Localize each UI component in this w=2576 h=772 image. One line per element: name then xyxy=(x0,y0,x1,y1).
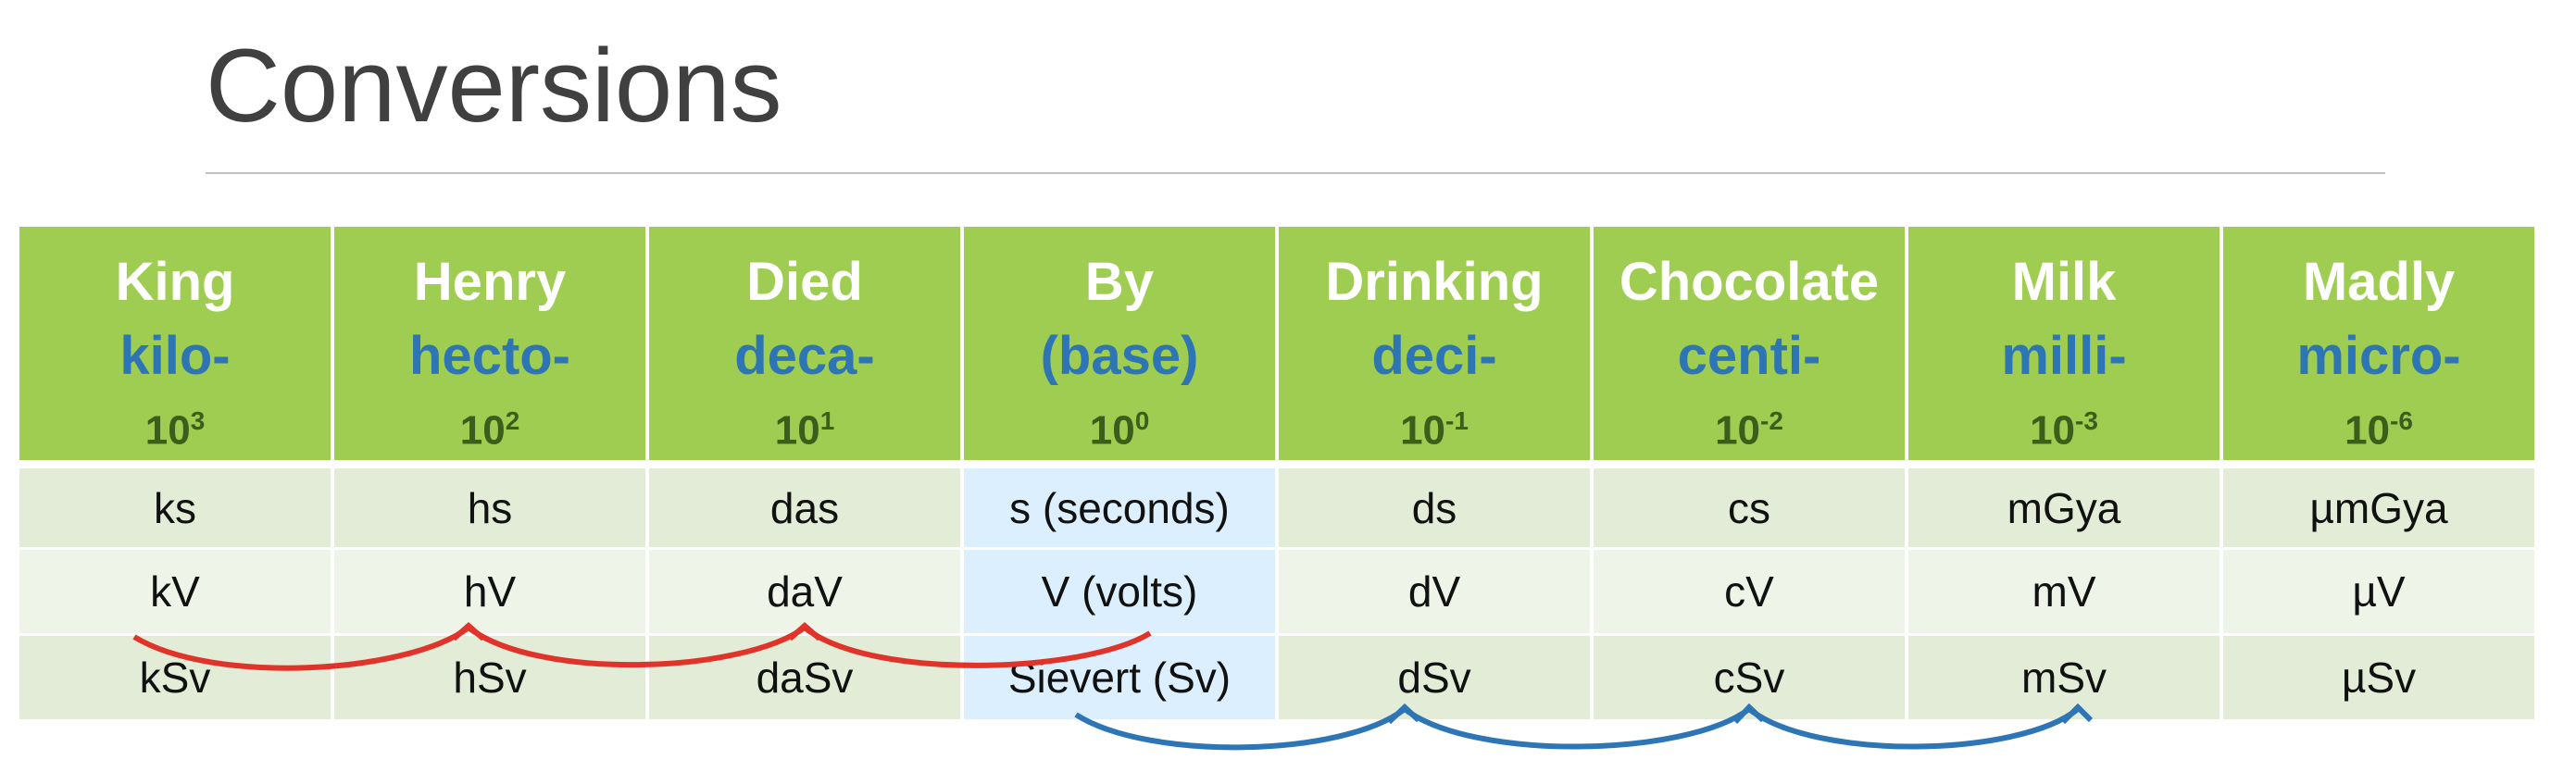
prefix: (base) xyxy=(1040,326,1199,386)
title-rule xyxy=(206,172,2385,174)
red-arrows xyxy=(132,622,1152,671)
header-cell: By (base) 100 xyxy=(964,227,1279,460)
header-cell: Died deca- 101 xyxy=(649,227,964,460)
mnemonic-word: King xyxy=(115,252,235,312)
prefix: micro- xyxy=(2296,326,2461,386)
table-cell: mV xyxy=(1908,550,2223,636)
power-exponent: -3 xyxy=(2075,406,2098,435)
power: 103 xyxy=(19,393,331,459)
table-cell: mGya xyxy=(1908,468,2223,550)
arrow xyxy=(132,625,470,671)
table-cell: cs xyxy=(1594,468,1908,550)
header-cell: Henry hecto- 102 xyxy=(334,227,649,460)
blue-arrows xyxy=(1074,703,2094,751)
power-base: 10 xyxy=(2030,407,2076,454)
power: 10-2 xyxy=(1594,393,1905,459)
prefix: kilo- xyxy=(119,326,231,386)
arrow xyxy=(1747,706,2080,750)
table-cell: cV xyxy=(1594,550,1908,636)
mnemonic-word: Drinking xyxy=(1325,252,1544,312)
table-cell: dSv xyxy=(1279,636,1594,722)
table-cell: mSv xyxy=(1908,636,2223,722)
mnemonic-word: Henry xyxy=(413,252,567,312)
mnemonic-word: Died xyxy=(746,252,863,312)
table-cell: ks xyxy=(19,468,334,550)
power-exponent: -2 xyxy=(1760,406,1783,435)
power-exponent: -1 xyxy=(1445,406,1469,435)
arrow xyxy=(1074,706,1407,751)
power-base: 10 xyxy=(1400,407,1446,454)
table-cell: daSv xyxy=(649,636,964,722)
table-cell: ds xyxy=(1279,468,1594,550)
power-exponent: 2 xyxy=(505,406,520,435)
prefix: deca- xyxy=(734,326,875,386)
power-base: 10 xyxy=(774,407,820,454)
power: 10-3 xyxy=(1908,393,2220,459)
table-cell: s (seconds) xyxy=(964,468,1279,550)
header-cell: Madly micro- 10-6 xyxy=(2223,227,2538,460)
prefix: centi- xyxy=(1677,326,1821,386)
power-exponent: 0 xyxy=(1134,406,1150,435)
table-cell: hV xyxy=(334,550,649,636)
power-base: 10 xyxy=(459,407,506,454)
power-exponent: 1 xyxy=(819,406,835,435)
power: 10-1 xyxy=(1279,393,1590,459)
table-cell: µmGya xyxy=(2223,468,2538,550)
power-base: 10 xyxy=(1715,407,1761,454)
title: Conversions xyxy=(206,28,782,143)
header-cell: King kilo- 103 xyxy=(19,227,334,460)
header-cell: Milk milli- 10-3 xyxy=(1908,227,2223,460)
table-cell: kV xyxy=(19,550,334,636)
prefix: hecto- xyxy=(409,326,570,386)
power: 102 xyxy=(334,393,645,459)
mnemonic-word: Chocolate xyxy=(1619,252,1880,312)
power: 101 xyxy=(649,393,960,459)
table-cell: hs xyxy=(334,468,649,550)
power-base: 10 xyxy=(2345,407,2391,454)
table-cell: kSv xyxy=(19,636,334,722)
prefix: deci- xyxy=(1371,326,1497,386)
table-cell: hSv xyxy=(334,636,649,722)
mnemonic-word: By xyxy=(1084,252,1155,312)
power-exponent: -6 xyxy=(2390,406,2413,435)
prefix: milli- xyxy=(2001,326,2127,386)
power-base: 10 xyxy=(1089,407,1135,454)
power: 10-6 xyxy=(2223,393,2534,459)
arrow-head xyxy=(1386,703,2094,725)
header-cell: Chocolate centi- 10-2 xyxy=(1594,227,1908,460)
arrow xyxy=(803,625,1152,668)
power: 100 xyxy=(964,393,1275,459)
table-cell: daV xyxy=(649,550,964,636)
power-base: 10 xyxy=(144,407,191,454)
mnemonic-word: Madly xyxy=(2302,252,2456,312)
table-cell: V (volts) xyxy=(964,550,1279,636)
mnemonic-word: Milk xyxy=(2011,252,2117,312)
table-cell: das xyxy=(649,468,964,550)
table-cell: µV xyxy=(2223,550,2538,636)
table-cell: dV xyxy=(1279,550,1594,636)
power-exponent: 3 xyxy=(190,406,206,435)
arrow xyxy=(1403,706,1751,750)
table-cell: µSv xyxy=(2223,636,2538,722)
arrow-head xyxy=(452,622,821,641)
header-cell: Drinking deci- 10-1 xyxy=(1279,227,1594,460)
arrow xyxy=(467,625,807,668)
